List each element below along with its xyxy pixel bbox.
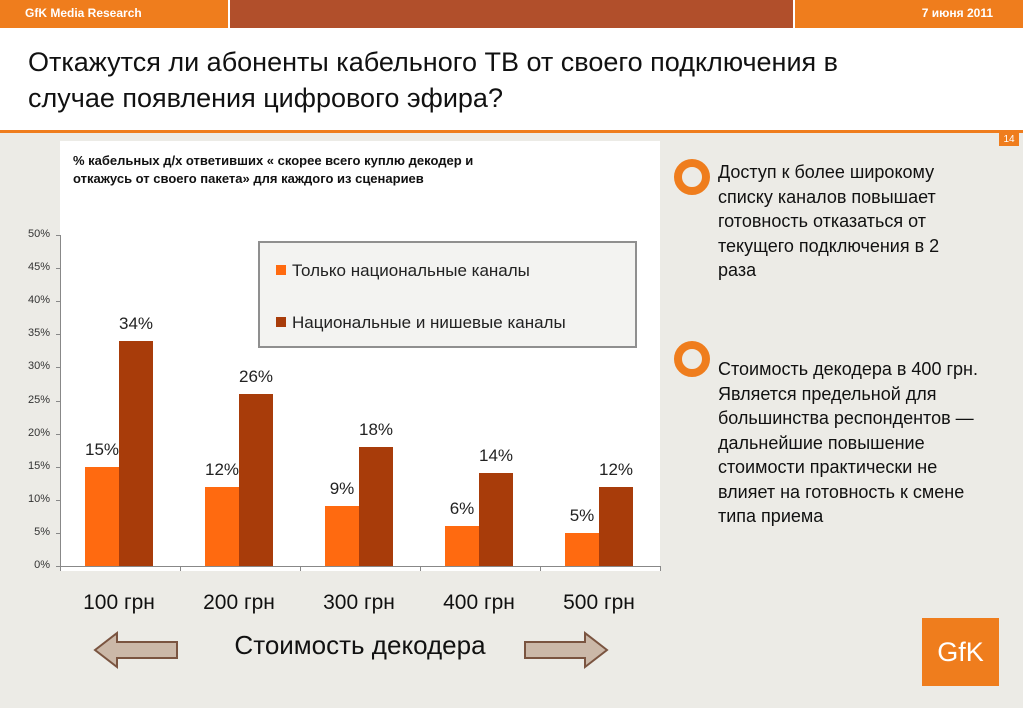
bar-national (445, 526, 479, 566)
y-tick-mark (56, 532, 60, 534)
y-tick-mark (56, 235, 60, 236)
x-category-label: 500 грн (563, 591, 635, 614)
gfk-logo: GfK (922, 618, 999, 686)
y-tick-label: 25% (27, 393, 50, 406)
y-tick-label: 0% (34, 559, 50, 571)
bar-niche (359, 446, 393, 566)
y-tick-mark (56, 499, 60, 501)
page-number: 14 (999, 133, 1019, 146)
y-tick-label: 10% (27, 492, 50, 505)
y-tick-label: 50% (27, 228, 50, 240)
brand-cell: GfK Media Research (0, 0, 230, 28)
y-tick-mark (56, 268, 60, 270)
y-tick-mark (56, 566, 60, 567)
bullet-text-1: Доступ к более широкому списку каналов п… (718, 162, 940, 280)
x-tick-mark (60, 566, 61, 571)
bar-national (565, 532, 599, 566)
y-tick-mark (56, 334, 60, 336)
bar-national (205, 486, 239, 566)
orange-ring-icon (674, 159, 710, 195)
orange-ring-icon (674, 341, 710, 377)
bar-niche (479, 473, 513, 566)
x-tick-mark (300, 566, 301, 571)
x-category-label: 400 грн (443, 591, 515, 614)
legend-swatch-national (276, 265, 286, 275)
bar-value-label: 34% (118, 313, 154, 333)
bar-value-label: 6% (449, 499, 475, 519)
bar-value-label: 12% (204, 459, 240, 479)
legend-swatch-niche (276, 317, 286, 327)
y-tick-label: 20% (27, 426, 50, 439)
date-cell: 7 июня 2011 (793, 0, 1023, 28)
accent-divider (0, 130, 1023, 133)
bar-value-label: 12% (598, 459, 634, 479)
y-tick-label: 45% (27, 261, 50, 274)
y-tick-mark (56, 301, 60, 303)
legend-item-national: Только национальные каналы (276, 261, 530, 281)
y-tick-mark (56, 466, 60, 468)
bar-value-label: 18% (358, 419, 394, 439)
x-category-label: 300 грн (323, 591, 395, 614)
page-title: Откажутся ли абоненты кабельного ТВ от с… (28, 47, 839, 113)
y-tick-label: 5% (34, 525, 50, 538)
bar-value-label: 9% (329, 479, 355, 499)
title-area: Откажутся ли абоненты кабельного ТВ от с… (0, 28, 1023, 130)
bullet-text-2: Стоимость декодера в 400 грн. Является п… (718, 359, 978, 526)
bar-value-label: 26% (238, 366, 274, 386)
y-tick-mark (56, 433, 60, 435)
y-tick-label: 15% (27, 459, 50, 472)
top-bar: GfK Media Research 7 июня 2011 (0, 0, 1023, 28)
y-tick-label: 40% (27, 294, 50, 307)
x-tick-mark (180, 566, 181, 571)
bar-national (325, 506, 359, 566)
chart-title: % кабельных д/х ответивших « скорее всег… (73, 153, 474, 186)
chart-legend: Только национальные каналы Национальные … (258, 241, 637, 348)
bar-value-label: 5% (569, 505, 595, 525)
x-tick-mark (420, 566, 421, 571)
brand-label: GfK Media Research (25, 6, 142, 20)
arrow-left-icon (93, 630, 178, 670)
x-category-label: 100 грн (83, 591, 155, 614)
y-tick-label: 30% (27, 360, 50, 373)
bar-national (85, 466, 119, 566)
y-tick-mark (56, 367, 60, 369)
legend-label-national: Только национальные каналы (292, 261, 530, 280)
bar-niche (119, 340, 153, 566)
bar-niche (239, 393, 273, 566)
x-axis-line (60, 566, 660, 567)
bar-value-label: 14% (478, 446, 514, 466)
x-category-label: 200 грн (203, 591, 275, 614)
y-axis-line (60, 235, 61, 566)
bar-niche (599, 486, 633, 566)
y-tick-label: 35% (27, 327, 50, 340)
date-label: 7 июня 2011 (921, 6, 993, 20)
x-tick-mark (660, 566, 661, 571)
legend-item-niche: Национальные и нишевые каналы (276, 313, 566, 333)
y-tick-mark (56, 400, 60, 402)
x-axis-caption: Стоимость декодера (234, 630, 486, 660)
legend-label-niche: Национальные и нишевые каналы (292, 313, 566, 332)
arrow-right-icon (524, 630, 609, 670)
x-tick-mark (540, 566, 541, 571)
bar-value-label: 15% (84, 439, 120, 459)
